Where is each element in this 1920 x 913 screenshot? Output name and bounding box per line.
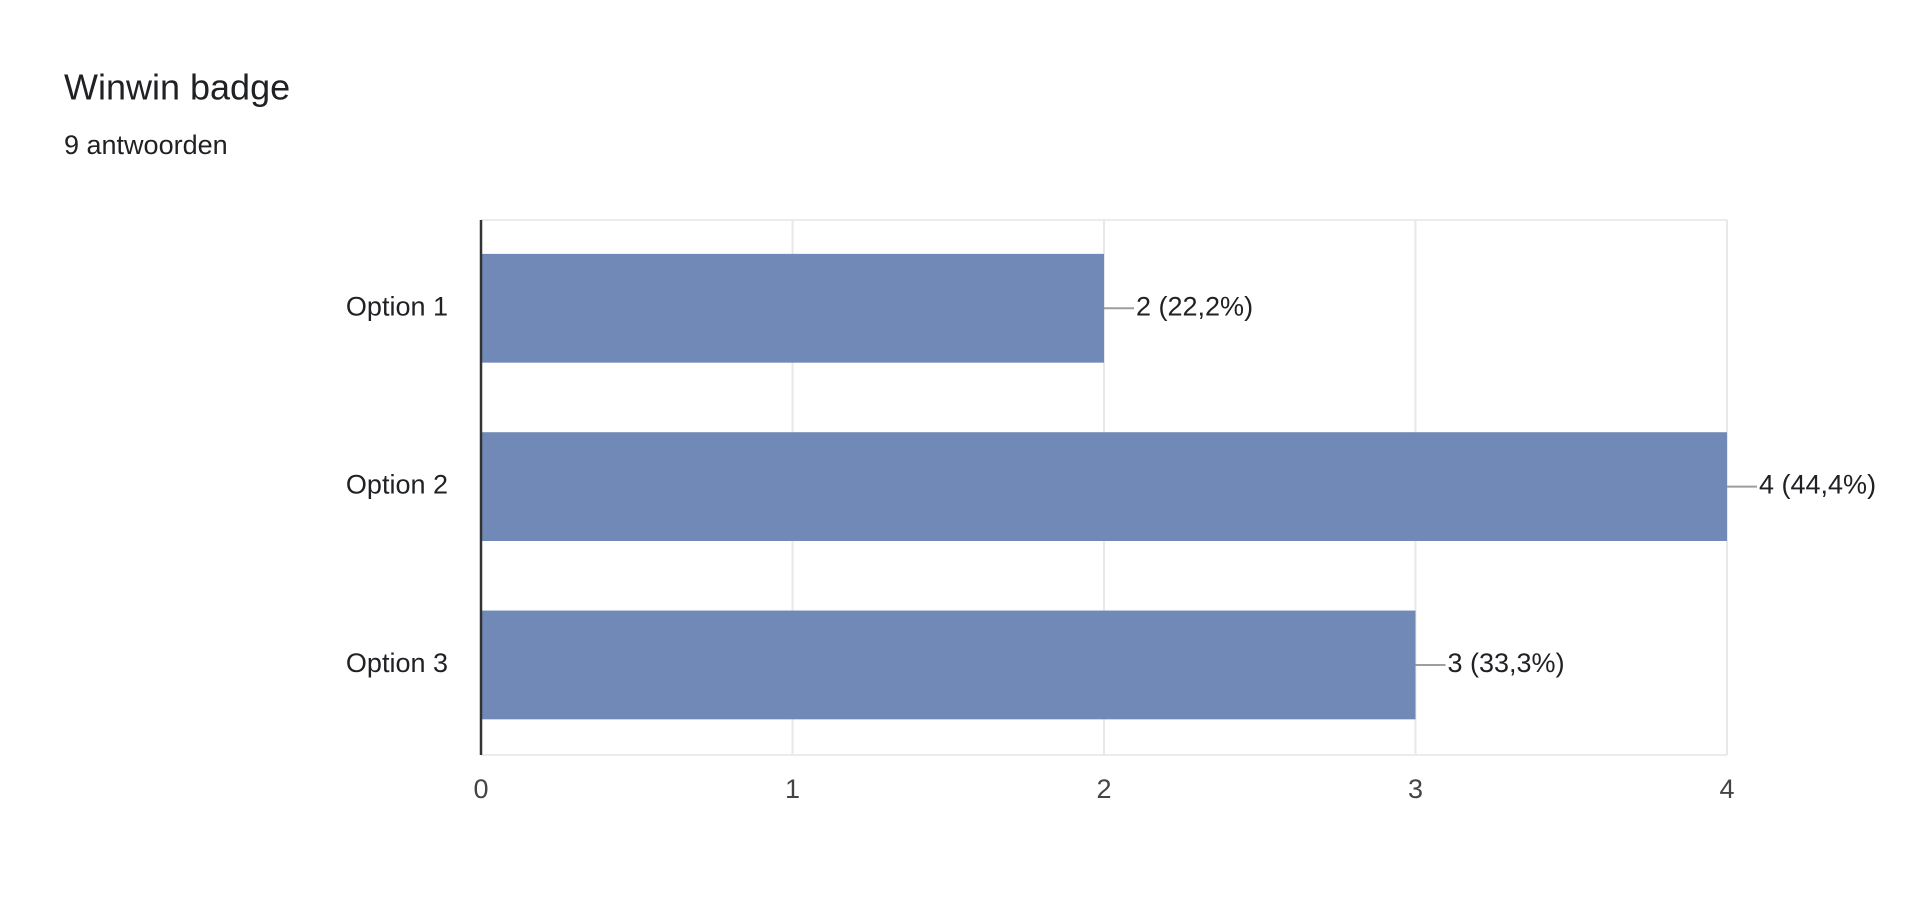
bar xyxy=(481,432,1727,541)
value-label: 3 (33,3%) xyxy=(1448,648,1565,678)
x-tick-label: 1 xyxy=(785,774,800,804)
bar xyxy=(481,253,1104,363)
x-tick-label: 3 xyxy=(1408,774,1423,804)
value-label: 2 (22,2%) xyxy=(1136,291,1253,321)
value-label: 4 (44,4%) xyxy=(1759,470,1876,500)
chart-subtitle: 9 antwoorden xyxy=(64,130,228,160)
y-tick-label: Option 3 xyxy=(346,648,448,678)
x-tick-label: 0 xyxy=(473,774,488,804)
x-tick-label: 4 xyxy=(1719,774,1734,804)
chart-title: Winwin badge xyxy=(64,67,290,108)
x-tick-label: 2 xyxy=(1096,774,1111,804)
bar xyxy=(481,610,1416,720)
y-tick-label: Option 2 xyxy=(346,470,448,500)
y-tick-label: Option 1 xyxy=(346,291,448,321)
